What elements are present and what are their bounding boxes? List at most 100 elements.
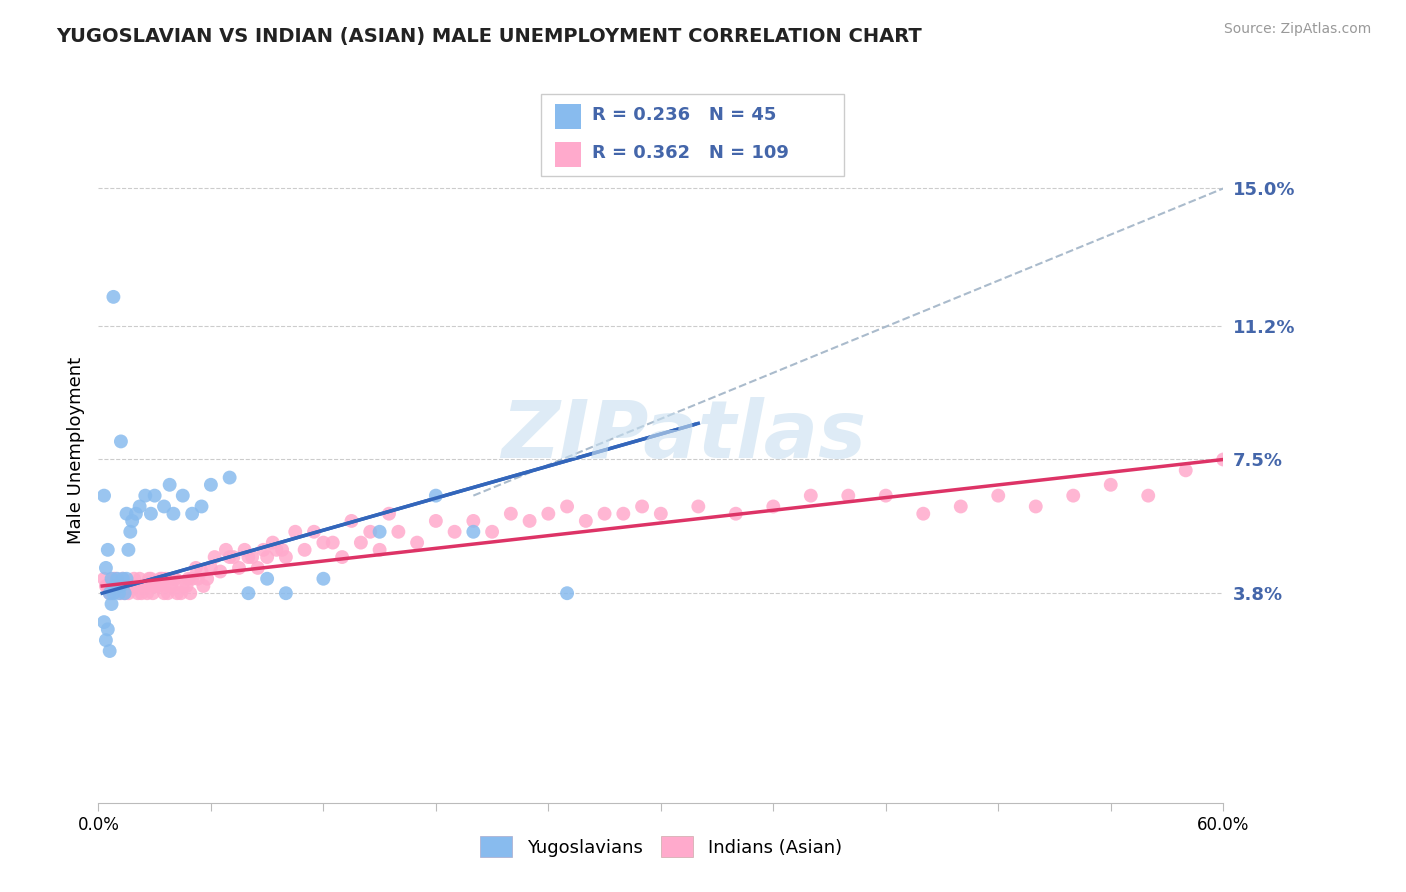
Point [181, 572, 204, 586]
Point [103, 572, 125, 586]
Point [238, 550, 260, 565]
Point [145, 579, 167, 593]
Point [987, 489, 1010, 503]
Point [97, 542, 120, 557]
Point [266, 542, 288, 557]
Point [125, 507, 148, 521]
Point [949, 500, 972, 514]
Point [100, 597, 122, 611]
Point [100, 586, 122, 600]
Text: R = 0.236   N = 45: R = 0.236 N = 45 [592, 106, 776, 124]
Point [1025, 500, 1047, 514]
Point [302, 524, 325, 539]
Point [143, 489, 166, 503]
Point [190, 565, 212, 579]
Point [463, 524, 485, 539]
Point [387, 524, 409, 539]
Point [162, 572, 184, 586]
Point [246, 561, 269, 575]
Point [98, 644, 121, 658]
Point [134, 579, 156, 593]
Point [153, 500, 176, 514]
Text: ZIPatlas: ZIPatlas [501, 397, 866, 475]
Point [120, 524, 142, 539]
Point [378, 507, 401, 521]
Point [120, 579, 142, 593]
Point [650, 507, 672, 521]
Point [350, 535, 373, 549]
Point [262, 535, 284, 549]
Point [330, 550, 353, 565]
Point [128, 572, 150, 586]
Point [128, 500, 150, 514]
Point [274, 586, 297, 600]
Point [688, 500, 710, 514]
Point [94, 633, 117, 648]
Point [105, 579, 128, 593]
Point [195, 572, 218, 586]
Point [190, 500, 212, 514]
Point [170, 586, 193, 600]
Point [122, 572, 145, 586]
Point [1062, 489, 1084, 503]
Point [406, 535, 429, 549]
Point [368, 542, 391, 557]
Text: YUGOSLAVIAN VS INDIAN (ASIAN) MALE UNEMPLOYMENT CORRELATION CHART: YUGOSLAVIAN VS INDIAN (ASIAN) MALE UNEMP… [56, 27, 922, 45]
Point [134, 489, 156, 503]
Point [425, 489, 447, 503]
Point [271, 542, 294, 557]
Point [104, 572, 127, 586]
Point [115, 572, 138, 586]
Point [159, 477, 181, 491]
Point [499, 507, 522, 521]
Point [160, 579, 183, 593]
Point [537, 507, 560, 521]
Point [139, 572, 162, 586]
Point [166, 586, 188, 600]
Point [187, 572, 209, 586]
Point [132, 579, 155, 593]
Point [121, 514, 143, 528]
Point [200, 561, 222, 575]
Y-axis label: Male Unemployment: Male Unemployment [66, 357, 84, 544]
Point [218, 470, 240, 484]
Point [127, 586, 149, 600]
Point [159, 579, 181, 593]
Point [97, 623, 120, 637]
Point [1137, 489, 1160, 503]
Point [228, 561, 250, 575]
Point [800, 489, 823, 503]
Point [105, 572, 128, 586]
Point [204, 550, 226, 565]
Point [222, 550, 245, 565]
Point [165, 572, 187, 586]
Point [1212, 452, 1234, 467]
Point [94, 579, 117, 593]
Point [519, 514, 541, 528]
Point [612, 507, 634, 521]
Point [117, 586, 139, 600]
Point [1174, 463, 1197, 477]
Point [115, 507, 138, 521]
Point [148, 579, 170, 593]
Point [156, 586, 179, 600]
Point [284, 524, 307, 539]
Point [184, 561, 207, 575]
Point [240, 550, 263, 565]
Point [176, 579, 198, 593]
Point [312, 535, 335, 549]
Point [209, 565, 232, 579]
Legend: Yugoslavians, Indians (Asian): Yugoslavians, Indians (Asian) [472, 829, 849, 864]
Point [93, 572, 115, 586]
Point [162, 507, 184, 521]
Point [98, 586, 121, 600]
Point [97, 579, 120, 593]
Point [115, 579, 138, 593]
Point [142, 586, 165, 600]
Point [256, 572, 278, 586]
Point [94, 561, 117, 575]
Point [322, 535, 344, 549]
Point [274, 550, 297, 565]
Point [312, 572, 335, 586]
Point [340, 514, 363, 528]
